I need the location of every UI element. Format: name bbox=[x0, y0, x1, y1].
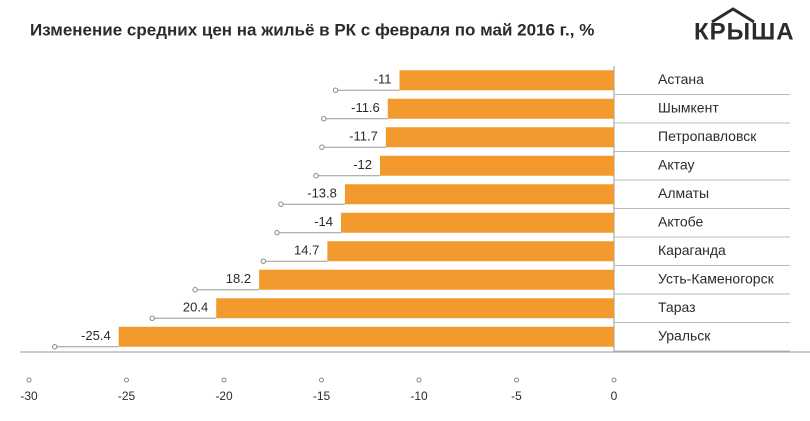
bar bbox=[259, 269, 614, 290]
logo: КРЫША bbox=[694, 18, 795, 45]
bar bbox=[344, 184, 614, 205]
bar bbox=[399, 70, 614, 91]
category-label: Петропавловск bbox=[658, 128, 757, 144]
category-label: Усть-Каменогорск bbox=[658, 270, 775, 286]
value-label: -11.7 bbox=[349, 129, 378, 144]
value-label: -13.8 bbox=[307, 186, 337, 201]
bar bbox=[327, 241, 614, 262]
leader-dot bbox=[274, 230, 280, 236]
bar bbox=[385, 127, 614, 148]
tick-mark bbox=[319, 377, 324, 383]
leader-dot bbox=[321, 116, 327, 122]
value-label: -11 bbox=[374, 72, 392, 87]
value-label: -12 bbox=[353, 157, 372, 172]
leader-dot bbox=[52, 344, 58, 350]
value-label: -14 bbox=[314, 214, 333, 229]
tick-mark bbox=[611, 377, 617, 383]
bar bbox=[380, 155, 614, 176]
bar bbox=[341, 212, 614, 233]
x-tick-label: -15 bbox=[313, 389, 331, 403]
tick-mark bbox=[124, 377, 129, 383]
x-tick-label: -5 bbox=[511, 389, 522, 403]
bar bbox=[387, 98, 614, 119]
category-label: Караганда bbox=[658, 242, 726, 258]
category-label: Уральск bbox=[658, 327, 711, 343]
value-label: -25.4 bbox=[81, 328, 111, 343]
leader-dot bbox=[260, 258, 267, 264]
value-label: 14.7 bbox=[294, 243, 319, 258]
x-tick-label: -10 bbox=[410, 389, 428, 403]
leader-dot bbox=[149, 315, 155, 321]
category-label: Шымкент bbox=[658, 99, 719, 115]
tick-mark bbox=[416, 377, 422, 383]
chart-title: Изменение средних цен на жильё в РК с фе… bbox=[30, 20, 594, 39]
value-label: 18.2 bbox=[226, 271, 251, 286]
leader-dot bbox=[313, 173, 319, 179]
x-tick-label: -30 bbox=[20, 389, 38, 403]
leader-dot bbox=[319, 144, 325, 150]
value-label: 20.4 bbox=[183, 300, 208, 315]
leader-dot bbox=[192, 287, 198, 293]
bar bbox=[216, 298, 614, 319]
bar bbox=[118, 326, 614, 347]
category-label: Алматы bbox=[658, 185, 709, 201]
tick-mark bbox=[221, 377, 227, 383]
x-tick-label: -20 bbox=[215, 389, 233, 403]
x-tick-label: -25 bbox=[118, 389, 136, 403]
category-label: Астана bbox=[658, 71, 704, 87]
tick-mark bbox=[514, 377, 519, 383]
category-label: Актау bbox=[658, 156, 695, 172]
leader-dot bbox=[332, 87, 339, 93]
value-label: -11.6 bbox=[351, 100, 380, 115]
tick-mark bbox=[26, 377, 32, 383]
logo-roof bbox=[711, 7, 755, 24]
category-label: Тараз bbox=[658, 299, 696, 315]
category-label: Актобе bbox=[658, 213, 704, 229]
x-tick-label: 0 bbox=[611, 389, 618, 403]
leader-dot bbox=[278, 201, 284, 207]
